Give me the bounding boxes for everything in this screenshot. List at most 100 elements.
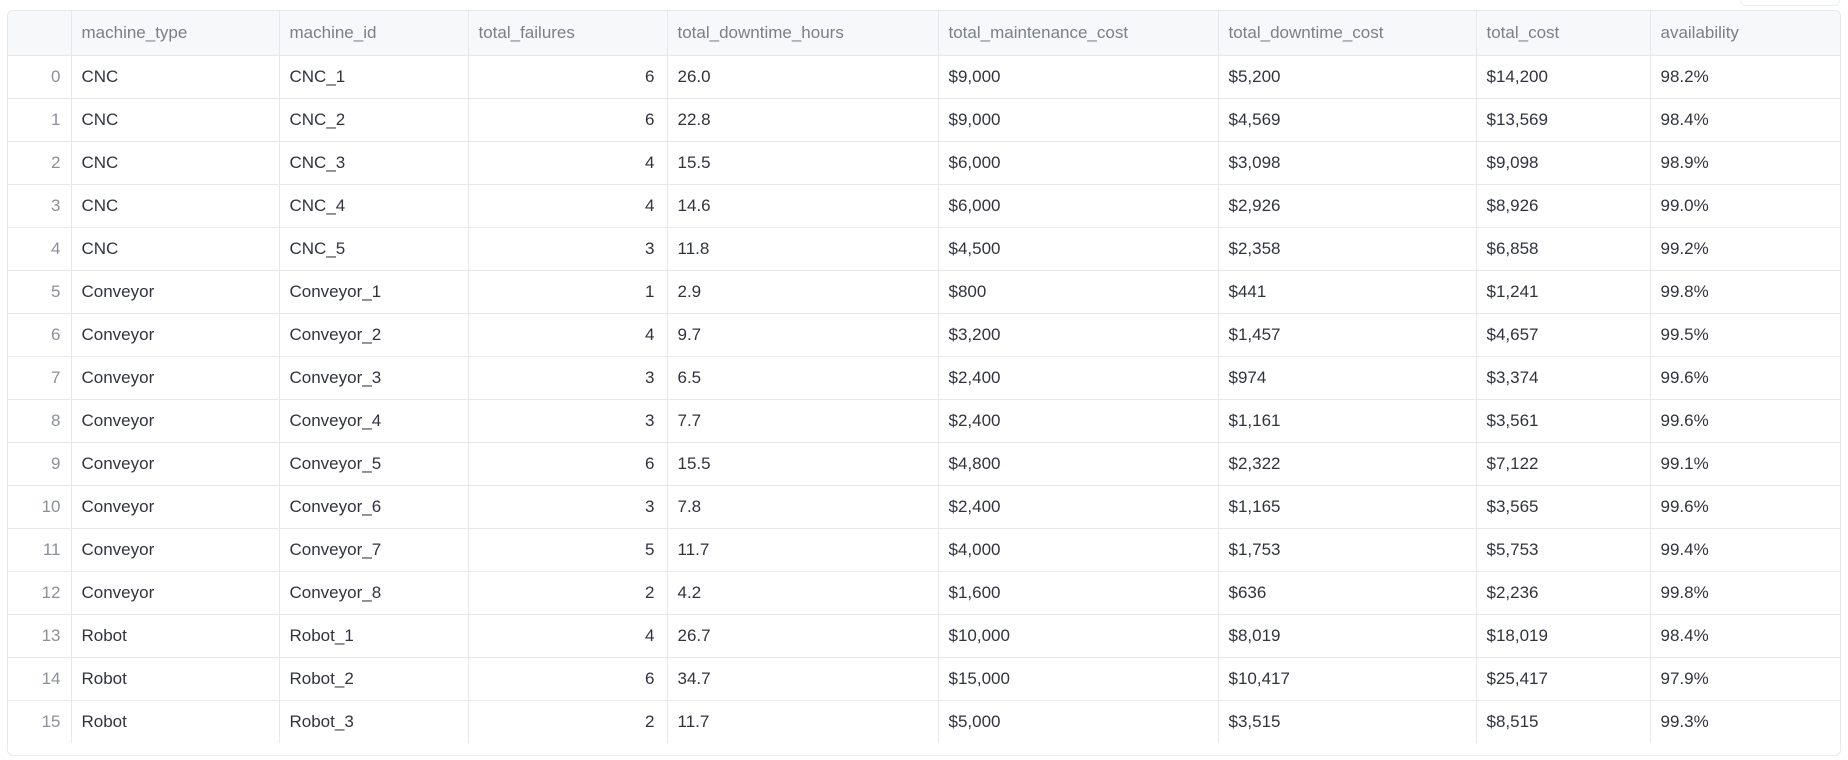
cell-total-downtime-hours[interactable]: 7.8 bbox=[667, 485, 939, 529]
table-row[interactable]: 5 Conveyor Conveyor_1 1 2.9 $800 $441 $1,241 99.… bbox=[8, 270, 1840, 314]
cell-availability[interactable]: 99.0% bbox=[1650, 184, 1840, 228]
cell-machine-id[interactable]: Robot_1 bbox=[279, 614, 469, 658]
cell-machine-type[interactable]: Conveyor bbox=[71, 528, 280, 572]
cell-total-downtime-hours[interactable]: 11.7 bbox=[667, 528, 939, 572]
cell-total-failures[interactable]: 2 bbox=[468, 700, 668, 743]
cell-total-maintenance-cost[interactable]: $4,000 bbox=[938, 528, 1219, 572]
cell-total-failures[interactable]: 6 bbox=[468, 98, 668, 142]
cell-total-cost[interactable]: $25,417 bbox=[1476, 657, 1651, 701]
table-row[interactable]: 15 Robot Robot_3 2 11.7 $5,000 $3,515 $8,515 99.… bbox=[8, 700, 1840, 743]
cell-total-downtime-hours[interactable]: 11.8 bbox=[667, 227, 939, 271]
cell-machine-id[interactable]: Conveyor_4 bbox=[279, 399, 469, 443]
table-row[interactable]: 2 CNC CNC_3 4 15.5 $6,000 $3,098 $9,098 98.9% bbox=[8, 141, 1840, 185]
row-index[interactable]: 11 bbox=[8, 528, 72, 572]
column-header-total-cost[interactable]: total_cost bbox=[1476, 11, 1651, 56]
cell-total-downtime-hours[interactable]: 9.7 bbox=[667, 313, 939, 357]
cell-total-maintenance-cost[interactable]: $9,000 bbox=[938, 98, 1219, 142]
cell-machine-type[interactable]: Conveyor bbox=[71, 399, 280, 443]
cell-total-maintenance-cost[interactable]: $4,800 bbox=[938, 442, 1219, 486]
cell-total-failures[interactable]: 4 bbox=[468, 614, 668, 658]
cell-total-maintenance-cost[interactable]: $2,400 bbox=[938, 399, 1219, 443]
cell-machine-id[interactable]: CNC_2 bbox=[279, 98, 469, 142]
row-index[interactable]: 12 bbox=[8, 571, 72, 615]
dataframe-table[interactable]: machine_type machine_id total_failures tota… bbox=[7, 10, 1841, 756]
cell-total-downtime-cost[interactable]: $1,457 bbox=[1218, 313, 1477, 357]
row-index[interactable]: 4 bbox=[8, 227, 72, 271]
cell-total-downtime-hours[interactable]: 26.0 bbox=[667, 55, 939, 99]
cell-availability[interactable]: 99.6% bbox=[1650, 485, 1840, 529]
cell-availability[interactable]: 98.4% bbox=[1650, 614, 1840, 658]
row-index[interactable]: 8 bbox=[8, 399, 72, 443]
cell-total-downtime-cost[interactable]: $1,165 bbox=[1218, 485, 1477, 529]
cell-total-downtime-hours[interactable]: 34.7 bbox=[667, 657, 939, 701]
cell-machine-id[interactable]: Conveyor_8 bbox=[279, 571, 469, 615]
cell-total-maintenance-cost[interactable]: $1,600 bbox=[938, 571, 1219, 615]
cell-total-downtime-cost[interactable]: $2,926 bbox=[1218, 184, 1477, 228]
cell-total-maintenance-cost[interactable]: $3,200 bbox=[938, 313, 1219, 357]
cell-total-cost[interactable]: $14,200 bbox=[1476, 55, 1651, 99]
row-index[interactable]: 13 bbox=[8, 614, 72, 658]
cell-availability[interactable]: 99.2% bbox=[1650, 227, 1840, 271]
cell-machine-id[interactable]: CNC_3 bbox=[279, 141, 469, 185]
cell-availability[interactable]: 99.4% bbox=[1650, 528, 1840, 572]
row-index[interactable]: 5 bbox=[8, 270, 72, 314]
cell-total-cost[interactable]: $3,565 bbox=[1476, 485, 1651, 529]
table-row[interactable]: 13 Robot Robot_1 4 26.7 $10,000 $8,019 $18,019 9… bbox=[8, 614, 1840, 658]
cell-machine-type[interactable]: Conveyor bbox=[71, 270, 280, 314]
cell-total-failures[interactable]: 4 bbox=[468, 141, 668, 185]
cell-total-downtime-cost[interactable]: $636 bbox=[1218, 571, 1477, 615]
cell-machine-id[interactable]: CNC_5 bbox=[279, 227, 469, 271]
table-row[interactable]: 4 CNC CNC_5 3 11.8 $4,500 $2,358 $6,858 99.2% bbox=[8, 227, 1840, 271]
cell-machine-type[interactable]: Robot bbox=[71, 614, 280, 658]
column-header-total-downtime-cost[interactable]: total_downtime_cost bbox=[1218, 11, 1477, 56]
cell-machine-id[interactable]: Robot_2 bbox=[279, 657, 469, 701]
cell-total-failures[interactable]: 4 bbox=[468, 313, 668, 357]
cell-total-downtime-cost[interactable]: $2,322 bbox=[1218, 442, 1477, 486]
cell-total-cost[interactable]: $9,098 bbox=[1476, 141, 1651, 185]
cell-total-cost[interactable]: $5,753 bbox=[1476, 528, 1651, 572]
cell-total-downtime-hours[interactable]: 6.5 bbox=[667, 356, 939, 400]
cell-total-downtime-cost[interactable]: $974 bbox=[1218, 356, 1477, 400]
cell-total-downtime-hours[interactable]: 14.6 bbox=[667, 184, 939, 228]
cell-machine-type[interactable]: CNC bbox=[71, 184, 280, 228]
cell-availability[interactable]: 98.9% bbox=[1650, 141, 1840, 185]
cell-availability[interactable]: 99.1% bbox=[1650, 442, 1840, 486]
cell-availability[interactable]: 97.9% bbox=[1650, 657, 1840, 701]
cell-total-cost[interactable]: $4,657 bbox=[1476, 313, 1651, 357]
column-header-machine-type[interactable]: machine_type bbox=[71, 11, 280, 56]
table-row[interactable]: 6 Conveyor Conveyor_2 4 9.7 $3,200 $1,457 $4,65… bbox=[8, 313, 1840, 357]
cell-machine-id[interactable]: Conveyor_7 bbox=[279, 528, 469, 572]
cell-availability[interactable]: 99.8% bbox=[1650, 571, 1840, 615]
cell-total-downtime-cost[interactable]: $3,098 bbox=[1218, 141, 1477, 185]
row-index[interactable]: 14 bbox=[8, 657, 72, 701]
cell-total-cost[interactable]: $8,926 bbox=[1476, 184, 1651, 228]
cell-total-downtime-hours[interactable]: 2.9 bbox=[667, 270, 939, 314]
column-header-total-failures[interactable]: total_failures bbox=[468, 11, 668, 56]
cell-availability[interactable]: 98.2% bbox=[1650, 55, 1840, 99]
cell-total-maintenance-cost[interactable]: $15,000 bbox=[938, 657, 1219, 701]
cell-total-downtime-hours[interactable]: 4.2 bbox=[667, 571, 939, 615]
cell-total-maintenance-cost[interactable]: $800 bbox=[938, 270, 1219, 314]
table-row[interactable]: 11 Conveyor Conveyor_7 5 11.7 $4,000 $1,753 $5,… bbox=[8, 528, 1840, 572]
cell-availability[interactable]: 99.8% bbox=[1650, 270, 1840, 314]
row-index[interactable]: 1 bbox=[8, 98, 72, 142]
table-row[interactable]: 14 Robot Robot_2 6 34.7 $15,000 $10,417 $25,417… bbox=[8, 657, 1840, 701]
row-index[interactable]: 15 bbox=[8, 700, 72, 743]
table-row[interactable]: 3 CNC CNC_4 4 14.6 $6,000 $2,926 $8,926 99.0% bbox=[8, 184, 1840, 228]
cell-total-failures[interactable]: 3 bbox=[468, 356, 668, 400]
cell-total-failures[interactable]: 6 bbox=[468, 657, 668, 701]
cell-total-failures[interactable]: 3 bbox=[468, 399, 668, 443]
cell-machine-type[interactable]: Robot bbox=[71, 657, 280, 701]
cell-availability[interactable]: 98.4% bbox=[1650, 98, 1840, 142]
cell-machine-id[interactable]: Conveyor_1 bbox=[279, 270, 469, 314]
cell-machine-type[interactable]: Conveyor bbox=[71, 485, 280, 529]
cell-total-failures[interactable]: 3 bbox=[468, 227, 668, 271]
cell-machine-type[interactable]: CNC bbox=[71, 141, 280, 185]
cell-total-cost[interactable]: $7,122 bbox=[1476, 442, 1651, 486]
row-index[interactable]: 9 bbox=[8, 442, 72, 486]
cell-total-failures[interactable]: 3 bbox=[468, 485, 668, 529]
cell-total-failures[interactable]: 6 bbox=[468, 55, 668, 99]
cell-machine-id[interactable]: CNC_4 bbox=[279, 184, 469, 228]
table-row[interactable]: 8 Conveyor Conveyor_4 3 7.7 $2,400 $1,161 $3,56… bbox=[8, 399, 1840, 443]
cell-total-downtime-hours[interactable]: 26.7 bbox=[667, 614, 939, 658]
